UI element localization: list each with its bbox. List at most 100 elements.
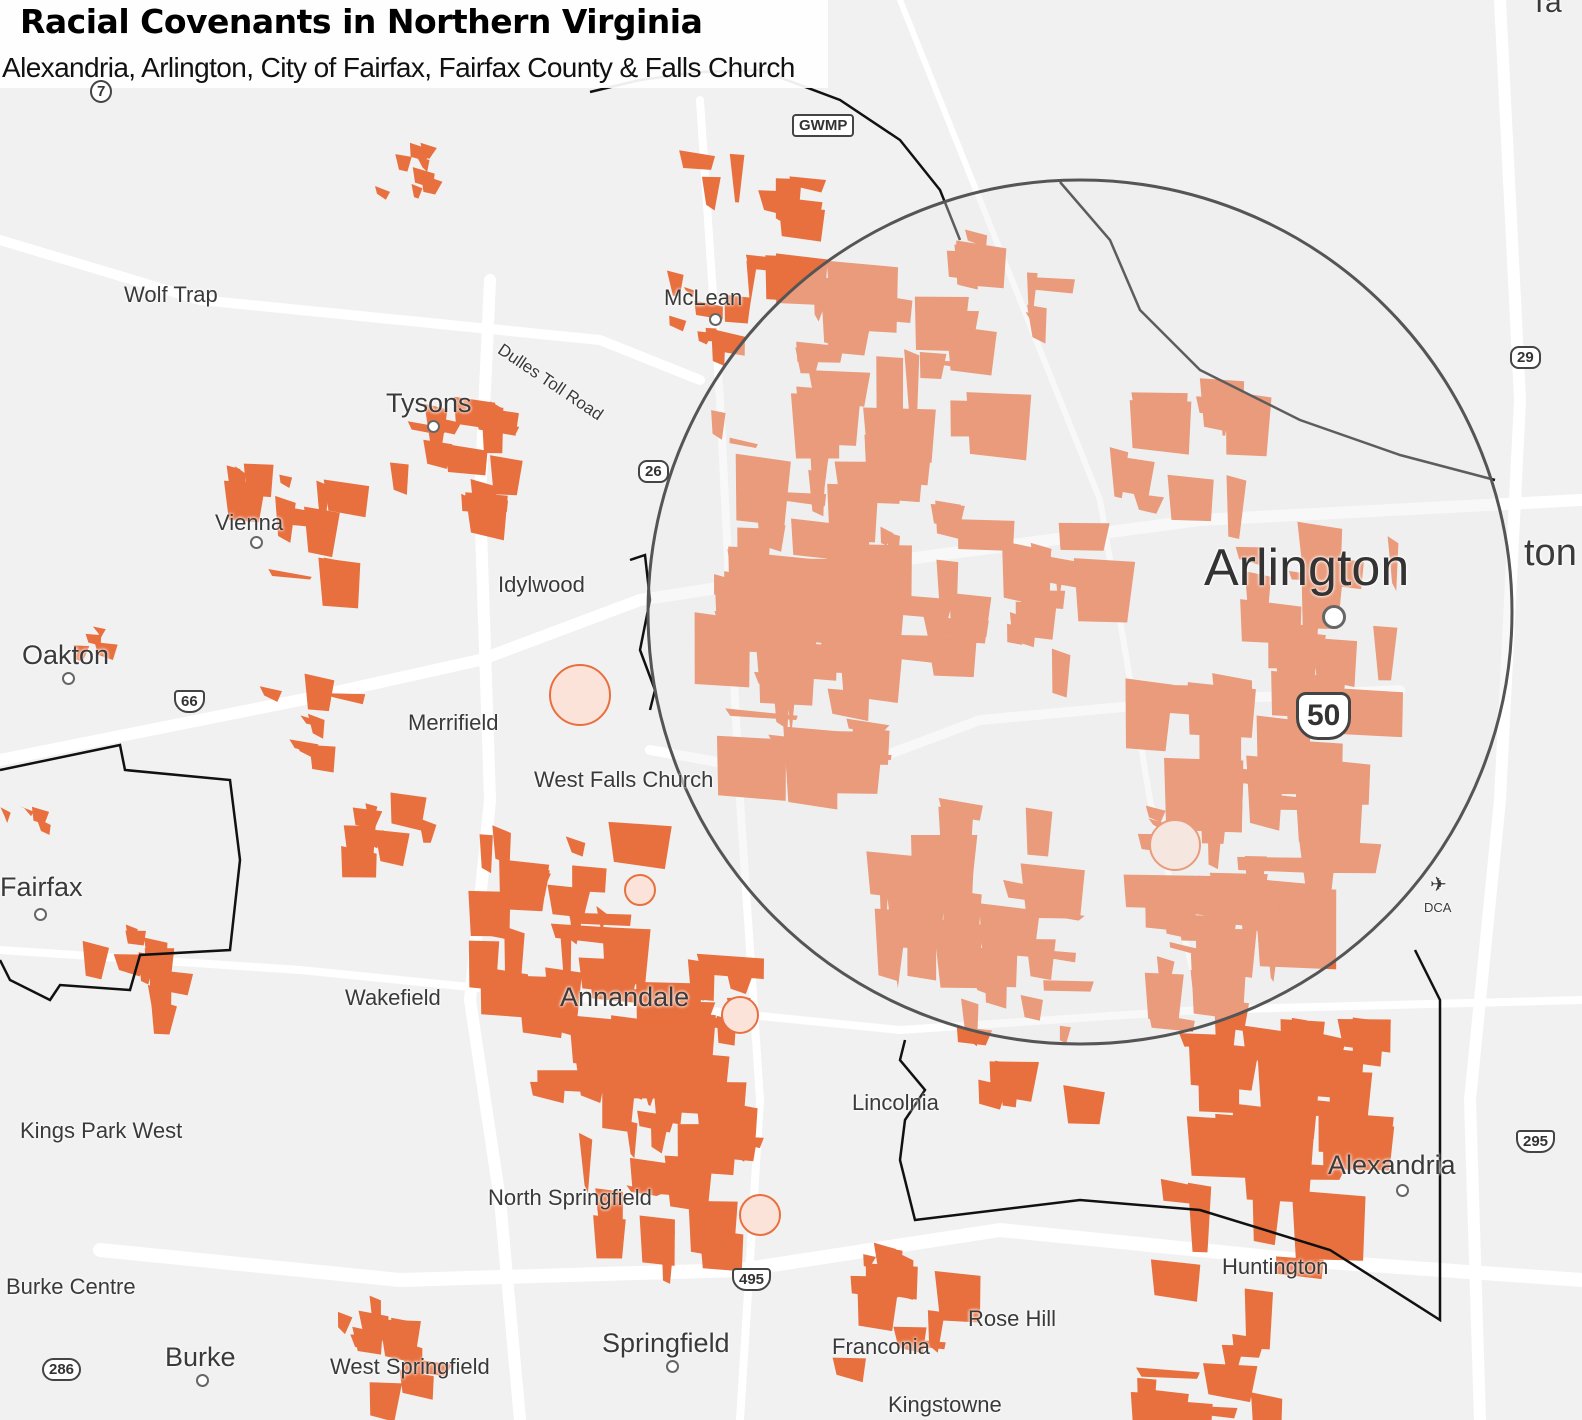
covenant-parcel-light xyxy=(739,1194,781,1236)
covenant-parcel xyxy=(758,190,799,218)
covenant-parcel xyxy=(923,843,975,906)
magnifier-lens xyxy=(646,178,1514,1046)
label-west-springfield: West Springfield xyxy=(330,1354,490,1379)
covenant-parcel xyxy=(1277,924,1312,939)
covenant-parcel xyxy=(379,1319,421,1364)
covenant-parcel xyxy=(978,1079,1008,1110)
covenant-parcel xyxy=(1207,837,1221,870)
covenant-parcel xyxy=(82,940,110,980)
covenant-parcel xyxy=(259,686,282,702)
covenant-parcel xyxy=(625,1120,638,1159)
covenant-parcel xyxy=(418,818,437,843)
covenant-parcel xyxy=(300,715,323,727)
covenant-parcel xyxy=(304,506,340,558)
covenant-parcel xyxy=(1237,856,1304,873)
covenant-parcel xyxy=(1291,1017,1308,1040)
covenant-parcel xyxy=(1148,1389,1189,1420)
covenant-parcel xyxy=(411,183,423,199)
covenant-parcel xyxy=(31,806,50,824)
label-kings-park-west: Kings Park West xyxy=(20,1118,183,1143)
covenant-parcel xyxy=(930,918,984,951)
us-50-shield: 50 xyxy=(1296,692,1352,740)
covenant-parcel xyxy=(927,639,977,678)
covenant-parcel xyxy=(661,1226,675,1284)
covenant-parcel xyxy=(1293,1189,1316,1234)
covenant-parcel xyxy=(755,640,838,681)
covenant-parcel xyxy=(1116,456,1155,497)
covenant-parcel xyxy=(389,462,409,495)
covenant-parcel xyxy=(596,906,607,936)
covenant-parcel xyxy=(138,952,157,985)
covenant-parcel xyxy=(1145,805,1166,823)
covenant-parcel xyxy=(608,821,672,870)
covenant-parcel xyxy=(1053,558,1066,603)
covenant-parcel xyxy=(746,260,758,309)
covenant-parcel xyxy=(1352,1017,1385,1067)
covenant-parcel xyxy=(679,150,716,170)
covenant-parcel xyxy=(279,474,293,488)
covenant-parcel xyxy=(593,1215,626,1259)
map-title: Racial Covenants in Northern Virginia xyxy=(20,2,703,41)
label-springfield: Springfield xyxy=(602,1328,730,1358)
covenant-parcel xyxy=(735,453,791,526)
covenant-parcel xyxy=(863,1254,876,1268)
covenant-parcel xyxy=(711,333,726,366)
covenant-parcel xyxy=(1164,757,1244,833)
covenant-parcel xyxy=(1276,1256,1324,1280)
label-takoma: Ta xyxy=(1530,0,1562,19)
covenant-parcel xyxy=(1387,536,1399,592)
label-franconia: Franconia xyxy=(832,1334,930,1359)
covenant-parcel xyxy=(1058,522,1110,551)
covenant-parcel xyxy=(399,1369,434,1400)
covenant-parcel xyxy=(1148,1013,1195,1032)
road xyxy=(0,235,705,385)
covenant-parcel xyxy=(1236,889,1281,921)
covenant-parcel xyxy=(547,884,591,918)
label-kingstowne: Kingstowne xyxy=(888,1392,1002,1417)
us-29-shield: 29 xyxy=(1510,346,1541,369)
i-495-shield: 495 xyxy=(732,1268,772,1291)
covenant-parcel xyxy=(323,479,370,518)
covenant-parcel xyxy=(390,792,427,831)
covenant-parcel xyxy=(783,726,838,810)
place-dot-icon xyxy=(62,672,75,685)
covenant-parcel xyxy=(1226,475,1247,539)
covenant-parcel xyxy=(961,998,979,1047)
covenant-parcel xyxy=(85,633,102,646)
covenant-parcel xyxy=(769,491,827,507)
covenant-parcel xyxy=(1197,1042,1240,1114)
covenant-parcel xyxy=(964,229,988,248)
covenant-parcel xyxy=(1187,1182,1212,1253)
label-tysons: Tysons xyxy=(386,388,472,418)
label-arlington: Arlington xyxy=(1204,539,1410,597)
covenant-parcel xyxy=(147,984,172,1020)
covenant-parcel xyxy=(420,142,437,159)
covenant-parcel xyxy=(637,1063,650,1100)
place-dot-icon xyxy=(427,420,440,433)
label-merrifield: Merrifield xyxy=(408,710,499,735)
road xyxy=(1463,0,1527,1420)
label-alexandria: Alexandria xyxy=(1328,1150,1456,1180)
covenant-parcel xyxy=(369,1382,402,1420)
covenant-parcel xyxy=(1202,1363,1258,1403)
covenant-parcel xyxy=(1221,1344,1244,1370)
covenant-parcel xyxy=(468,890,511,937)
covenant-parcel-light xyxy=(1149,819,1201,871)
covenant-parcel xyxy=(681,1061,699,1104)
covenant-parcel xyxy=(225,487,244,499)
covenant-parcel xyxy=(919,352,947,379)
label-burke-centre: Burke Centre xyxy=(6,1274,136,1299)
covenant-parcel xyxy=(1051,648,1071,698)
covenant-parcel xyxy=(727,974,752,995)
label-fairfax: Fairfax xyxy=(0,872,83,902)
covenant-parcel xyxy=(1322,1120,1395,1171)
covenant-parcel xyxy=(1167,474,1214,522)
covenant-parcel xyxy=(1038,870,1083,894)
covenant-parcel xyxy=(464,494,509,513)
covenant-parcel xyxy=(94,642,118,661)
covenant-parcel xyxy=(565,836,586,857)
covenant-parcel xyxy=(473,406,519,436)
covenant-parcel xyxy=(901,1338,946,1350)
covenant-parcels xyxy=(0,142,1403,1420)
